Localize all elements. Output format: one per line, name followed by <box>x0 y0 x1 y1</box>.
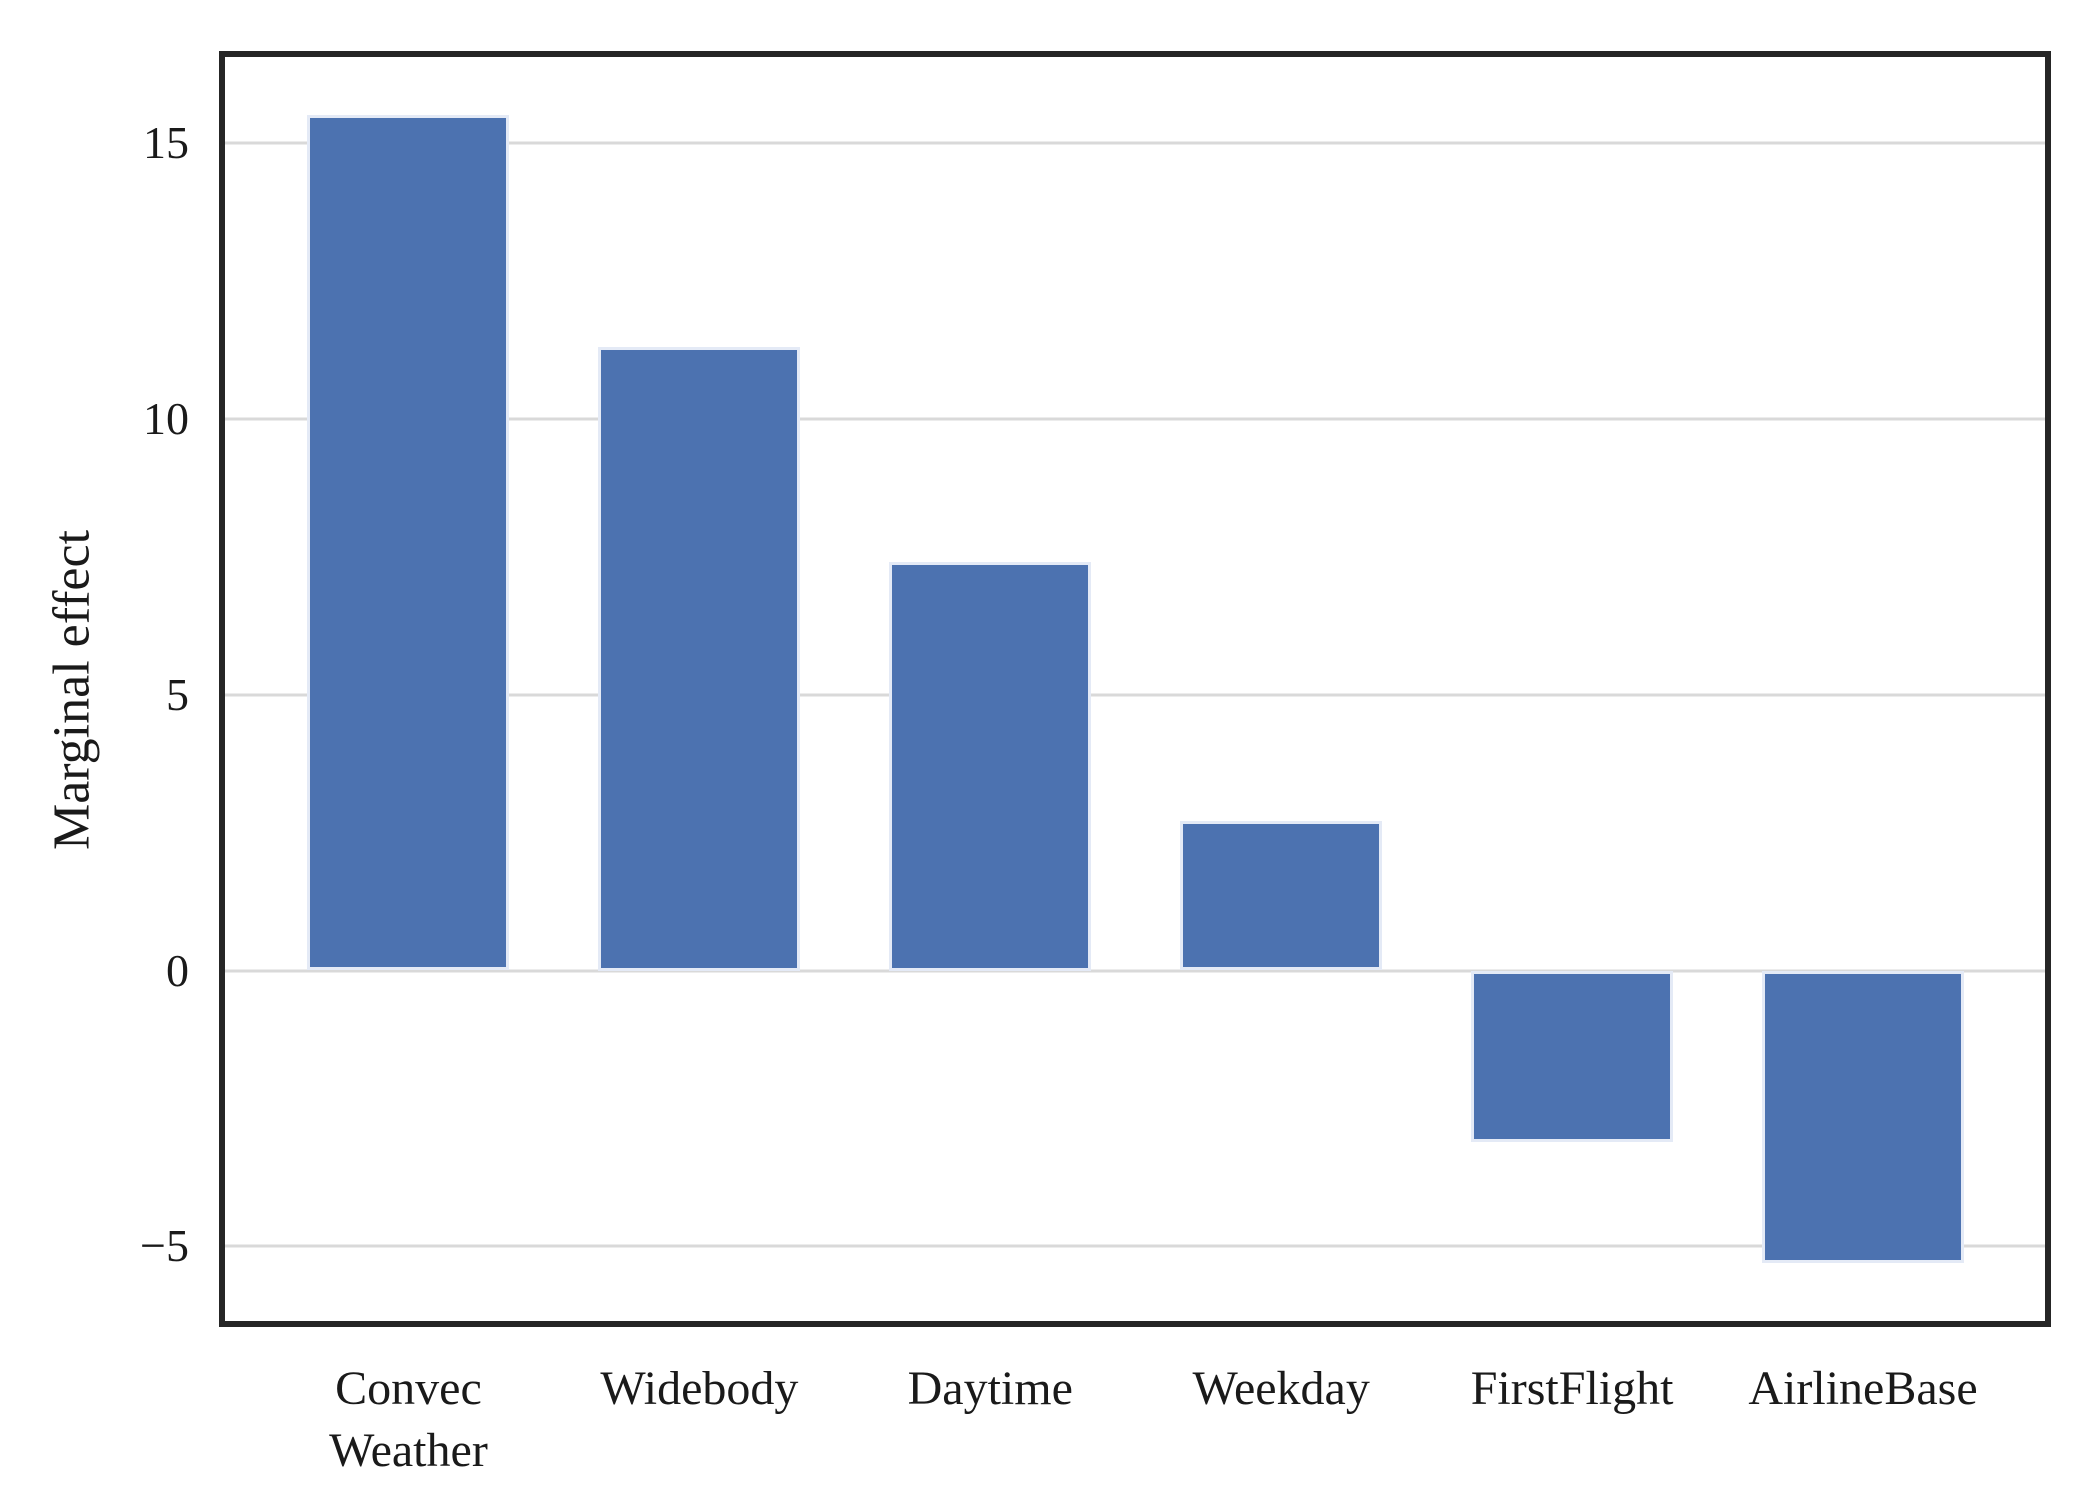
x-tick-label-weekday: Weekday <box>1192 1362 1370 1415</box>
y-axis-tick-labels: 15 10 5 0 −5 <box>0 57 219 1321</box>
plot-inner <box>225 57 2045 1321</box>
bar-firstflight <box>1471 970 1674 1142</box>
bar-widebody <box>598 346 801 971</box>
y-tick-label-0: 0 <box>166 944 189 996</box>
y-tick-label-5: 5 <box>166 668 189 720</box>
x-tick-label-convec-weather: Convec Weather <box>329 1362 488 1477</box>
gridline-y-5 <box>225 693 2045 697</box>
gridline-y-10 <box>225 417 2045 421</box>
y-tick-label-15: 15 <box>143 116 189 168</box>
y-tick-label--5: −5 <box>140 1220 189 1272</box>
gridline-y-0 <box>225 969 2045 972</box>
bar-airlinebase <box>1761 970 1964 1264</box>
gridline-y--5 <box>225 1244 2045 1248</box>
y-tick-label-10: 10 <box>143 392 189 444</box>
x-tick-label-widebody: Widebody <box>600 1362 799 1415</box>
bar-convec-weather <box>307 114 510 971</box>
gridline-y-15 <box>225 141 2045 145</box>
x-tick-label-firstflight: FirstFlight <box>1470 1362 1674 1415</box>
x-axis-tick-labels: Convec Weather Widebody Daytime Weekday Firs… <box>225 1358 2045 1497</box>
plot-area <box>219 51 2051 1327</box>
x-tick-label-daytime: Daytime <box>907 1362 1073 1415</box>
y-axis-label: Marginal effect <box>43 529 101 851</box>
bar-daytime <box>889 562 1092 971</box>
x-tick-label-airlinebase: AirlineBase <box>1748 1362 1978 1415</box>
bar-weekday <box>1180 821 1383 971</box>
